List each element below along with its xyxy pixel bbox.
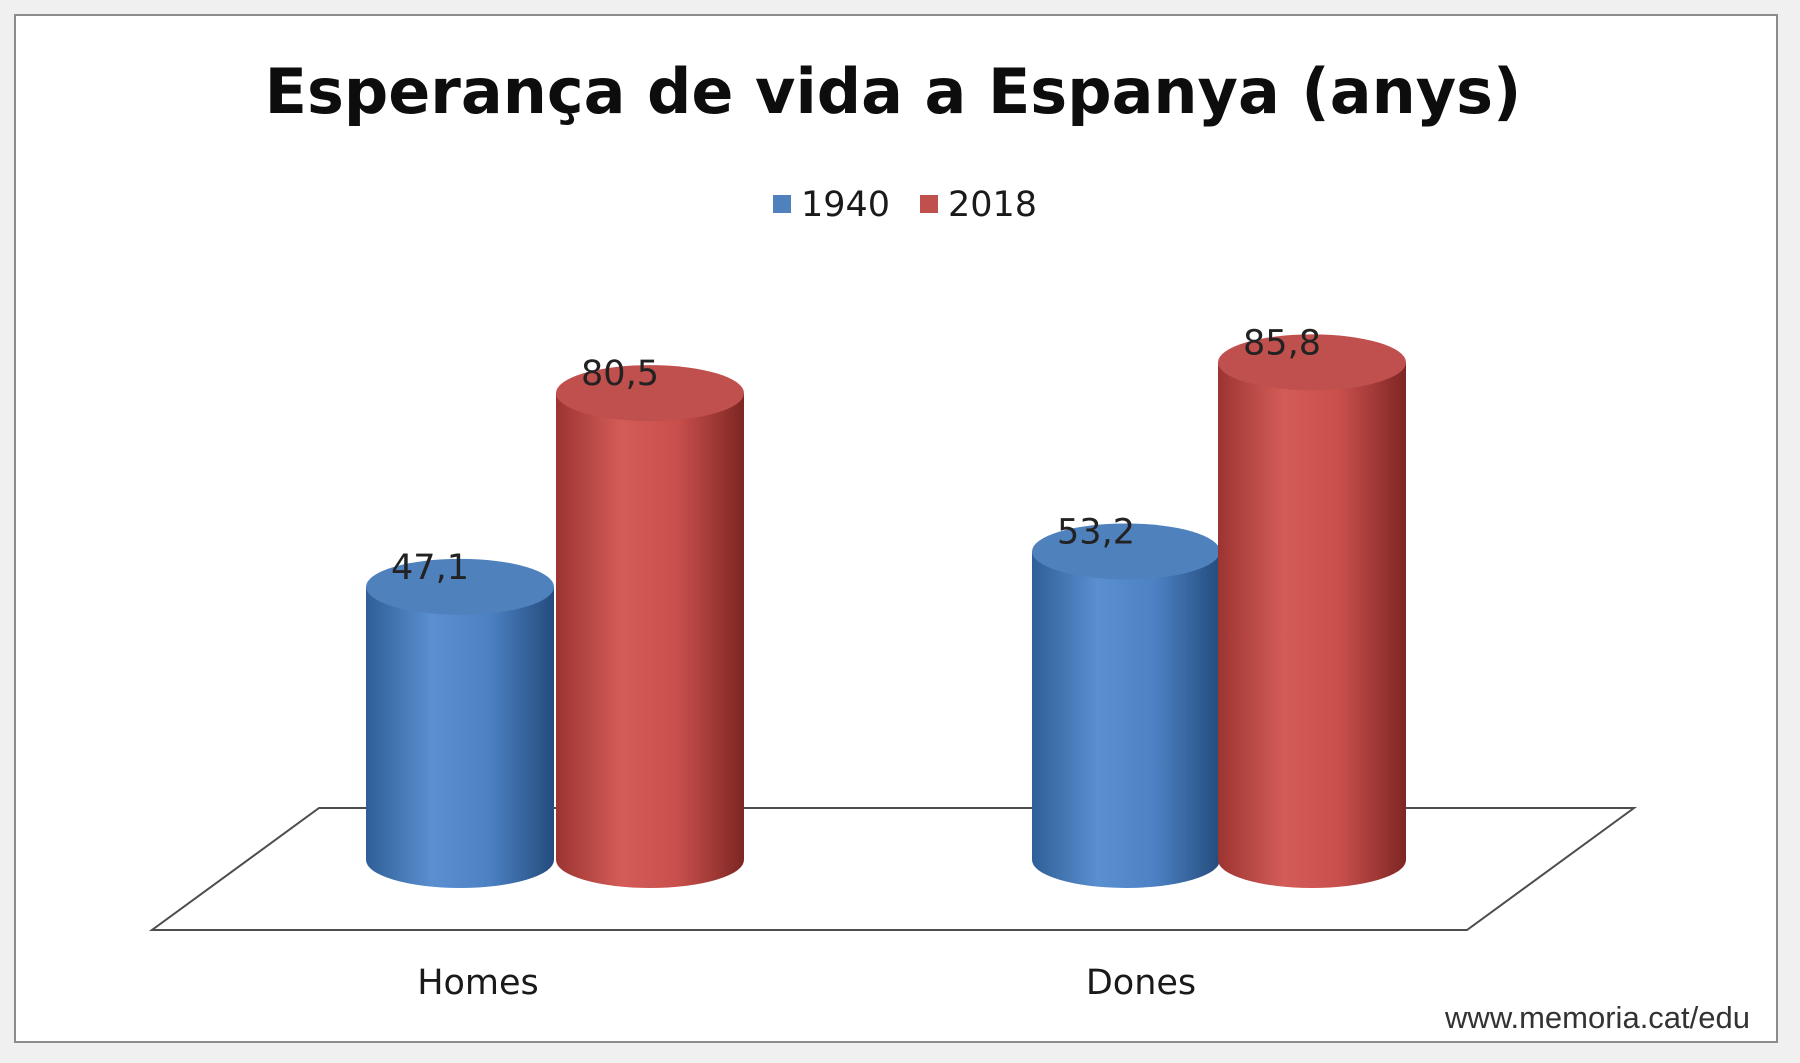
value-label-dones-2018: 85,8 bbox=[1243, 323, 1321, 363]
legend: 1940 2018 bbox=[773, 185, 1037, 225]
bar-dones-1940 bbox=[1032, 551, 1220, 888]
category-label-homes: Homes bbox=[417, 963, 539, 1003]
bar-top-dones-2018 bbox=[1218, 334, 1406, 391]
bars: 47,1 80,5 53,2 85,8 bbox=[366, 323, 1406, 888]
bar-dones-2018 bbox=[1218, 362, 1406, 888]
bar-homes-2018 bbox=[556, 393, 744, 888]
value-label-homes-2018: 80,5 bbox=[581, 354, 659, 394]
bar-top-homes-1940 bbox=[366, 558, 554, 615]
chart-title: Esperança de vida a Espanya (anys) bbox=[265, 55, 1522, 128]
value-label-dones-1940: 53,2 bbox=[1057, 512, 1135, 552]
value-label-homes-1940: 47,1 bbox=[391, 548, 469, 588]
category-label-dones: Dones bbox=[1086, 963, 1196, 1003]
bar-top-homes-2018 bbox=[556, 365, 744, 422]
legend-swatch-1940 bbox=[773, 195, 791, 213]
legend-label-1940: 1940 bbox=[801, 185, 890, 225]
legend-label-2018: 2018 bbox=[948, 185, 1037, 225]
legend-swatch-2018 bbox=[920, 195, 938, 213]
bar-top-dones-1940 bbox=[1032, 523, 1220, 580]
source-credit: www.memoria.cat/edu bbox=[1444, 1000, 1750, 1035]
bar-homes-1940 bbox=[366, 586, 554, 888]
